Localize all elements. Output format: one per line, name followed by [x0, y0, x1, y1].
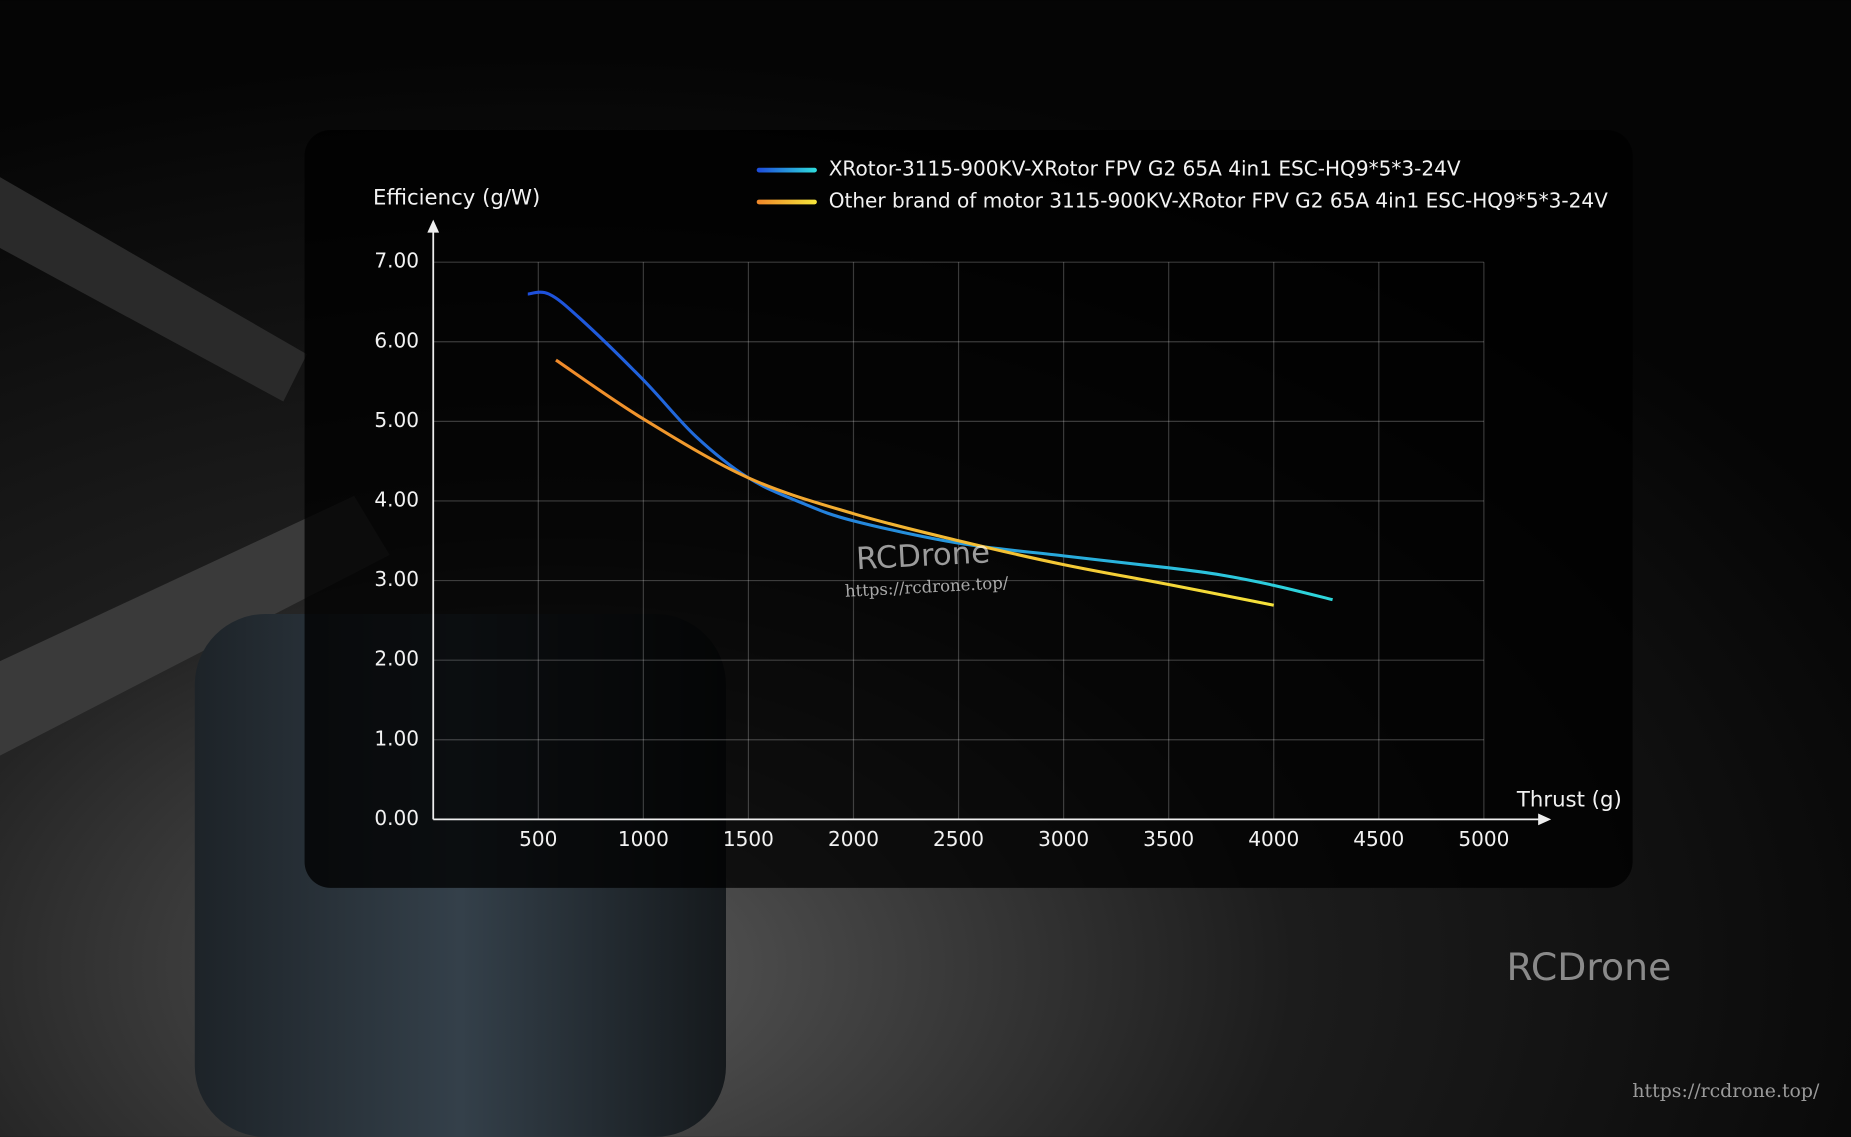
plot: 0.00 1.00 2.00 3.00 4.00 5.00 6.00 7.00 500 1000 1…: [374, 249, 1509, 851]
legend-label: Other brand of motor 3115-900KV-XRotor F…: [829, 188, 1608, 212]
y-tick-label: 4.00: [374, 487, 419, 511]
watermark-url: https://rcdrone.top/: [1632, 1080, 1820, 1102]
x-tick-label: 2500: [933, 827, 984, 851]
x-tick-label: 3500: [1143, 827, 1194, 851]
legend-label: XRotor-3115-900KV-XRotor FPV G2 65A 4in1…: [829, 157, 1461, 181]
x-tick-label: 4000: [1248, 827, 1299, 851]
y-axis-title: Efficiency (g/W): [373, 185, 540, 210]
y-tick-label: 6.00: [374, 328, 419, 352]
y-tick-label: 3.00: [374, 567, 419, 591]
series-line: [527, 290, 1333, 602]
y-tick-label: 5.00: [374, 408, 419, 432]
x-tick-label: 4500: [1353, 827, 1404, 851]
x-tick-label: 1000: [618, 827, 669, 851]
propeller: [0, 495, 390, 756]
x-axis-title: Thrust (g): [1516, 787, 1622, 812]
propeller: [0, 177, 307, 402]
watermark: RCDrone: [855, 535, 991, 577]
x-tick-label: 2000: [828, 827, 879, 851]
y-tick-label: 0.00: [374, 806, 419, 830]
y-axis-arrow: [427, 219, 440, 233]
watermark: RCDrone: [1507, 945, 1672, 989]
y-tick-label: 1.00: [374, 726, 419, 750]
chart-panel: [304, 129, 1633, 888]
x-axis-arrow: [1538, 813, 1552, 826]
y-tick-label: 7.00: [374, 249, 419, 273]
x-tick-label: 5000: [1458, 827, 1509, 851]
y-tick-label: 2.00: [374, 647, 419, 671]
x-tick-label: 1500: [723, 827, 774, 851]
x-tick-label: 3000: [1038, 827, 1089, 851]
x-tick-label: 500: [519, 827, 557, 851]
series-line: [555, 358, 1275, 607]
